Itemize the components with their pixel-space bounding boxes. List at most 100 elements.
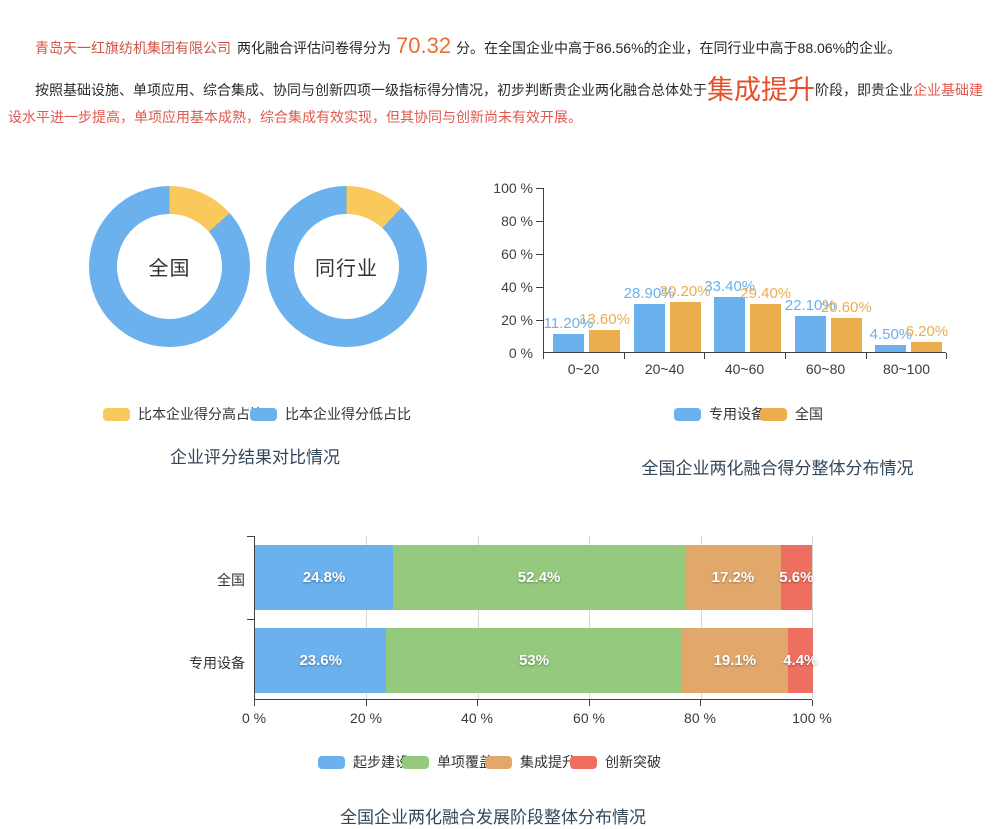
donut-hole: 全国	[117, 214, 222, 319]
gridline	[366, 536, 368, 699]
y-axis-label: 40 %	[501, 279, 533, 295]
donut-chart-industry: 同行业	[266, 186, 427, 347]
y-axis-tick	[536, 221, 543, 222]
x-axis-tick	[785, 353, 786, 359]
x-axis-tick	[624, 353, 625, 359]
bar-value-label: 30.20%	[659, 283, 711, 301]
y-axis-tick	[536, 320, 543, 321]
legend-label: 比本企业得分高占比	[138, 406, 264, 422]
bar-value-label: 28.90%	[623, 285, 675, 303]
donut-chart-national: 全国	[89, 186, 250, 347]
segment-集成提升: 17.2%	[685, 545, 781, 610]
stacked-chart-title: 全国企业两化融合发展阶段整体分布情况	[340, 808, 646, 827]
bar-chart-title: 全国企业两化融合得分整体分布情况	[641, 459, 914, 478]
x-axis-label: 60 %	[573, 710, 605, 726]
bar-全国-20~40	[669, 302, 701, 352]
bar-value-label: 20.60%	[820, 299, 872, 317]
legend-label: 创新突破	[605, 754, 661, 770]
category-label-special-equipment: 专用设备	[189, 655, 245, 671]
stacked-legend-item-single-coverage[interactable]: 单项覆盖	[402, 754, 493, 770]
segment-value-label: 53%	[519, 652, 550, 669]
gridline	[812, 536, 813, 699]
donut-label-industry: 同行业	[315, 258, 378, 280]
bar-专用设备-40~60	[714, 296, 746, 352]
stacked-bar-专用设备: 23.6% 53% 19.1% 4.4%	[255, 628, 817, 693]
bar-value-label: 33.40%	[704, 277, 756, 295]
segment-集成提升: 19.1%	[681, 628, 789, 693]
legend-swatch-yellow	[103, 407, 130, 421]
legend-swatch-green	[402, 755, 429, 769]
stacked-legend-item-integration[interactable]: 集成提升	[485, 754, 576, 770]
bar-专用设备-20~40	[633, 304, 665, 352]
y-axis-tick	[536, 254, 543, 255]
stacked-legend-item-initial[interactable]: 起步建设	[318, 754, 409, 770]
bar-value-label: 29.40%	[740, 284, 792, 302]
stacked-legend-item-innovation[interactable]: 创新突破	[570, 754, 661, 770]
legend-swatch-blue	[318, 755, 345, 769]
bar-value-label: 22.10%	[784, 296, 836, 314]
bar-专用设备-80~100	[875, 344, 907, 352]
legend-label: 比本企业得分低占比	[285, 406, 411, 422]
company-name: 青岛天一红旗纺机集团有限公司	[35, 40, 231, 56]
legend-swatch-red	[570, 755, 597, 769]
legend-label: 起步建设	[353, 754, 409, 770]
y-axis-label: 100 %	[493, 180, 533, 196]
segment-value-label: 19.1%	[713, 652, 757, 669]
segment-创新突破: 5.6%	[779, 545, 814, 610]
segment-value-label: 52.4%	[517, 569, 561, 586]
bar-全国-0~20	[589, 329, 620, 352]
gridline	[477, 536, 479, 699]
bar-value-label: 13.60%	[579, 310, 630, 328]
stage-detail: 企业基础建设水平进一步提高，单项应用基本成熟，综合集成有效实现，但其协同与创新尚…	[8, 82, 983, 125]
bar-legend-item-national[interactable]: 全国	[760, 406, 823, 422]
y-axis-label: 20 %	[501, 312, 533, 328]
legend-label: 全国	[795, 406, 823, 422]
x-axis-label: 60~80	[805, 361, 846, 377]
y-axis-label: 60 %	[501, 246, 533, 262]
stage-mid: 阶段，即贵企业	[815, 82, 913, 98]
segment-value-label: 24.8%	[302, 569, 346, 586]
y-axis-label: 0 %	[508, 345, 533, 361]
x-axis-label: 100 %	[792, 710, 832, 726]
x-axis-tick	[543, 353, 544, 359]
segment-单项覆盖: 53%	[386, 628, 682, 693]
bar-全国-80~100	[911, 341, 943, 352]
pie-chart-title: 企业评分结果对比情况	[170, 448, 340, 467]
summary-paragraph: 青岛天一红旗纺机集团有限公司 两化融合评估问卷得分为 70.32 分。在全国企业中高于…	[8, 34, 987, 60]
y-axis-tick	[536, 287, 543, 288]
stage-distribution-stacked-chart: 24.8% 52.4% 17.2% 5.6% 23.6% 53% 19.1% 4.4%	[254, 536, 817, 700]
y-axis-tick	[536, 188, 543, 189]
x-axis-tick	[704, 353, 705, 359]
bar-value-label: 6.20%	[905, 322, 949, 340]
bar-value-label: 11.20%	[543, 314, 594, 332]
donut-hole: 同行业	[294, 214, 399, 319]
segment-起步建设: 24.8%	[255, 545, 394, 610]
x-axis-label: 20~40	[644, 361, 685, 377]
pie-legend-item-low[interactable]: 比本企业得分低占比	[250, 406, 411, 422]
x-axis-tick	[700, 700, 701, 706]
x-axis-label: 40 %	[461, 710, 493, 726]
x-axis-tick	[366, 700, 367, 706]
bar-value-label: 4.50%	[869, 325, 913, 343]
score-comparison: 在全国企业中高于86.56%的企业，在同行业中高于88.06%的企业。	[484, 40, 902, 56]
x-axis-label: 80~100	[882, 361, 931, 377]
bar-legend-item-special-equipment[interactable]: 专用设备	[674, 406, 765, 422]
segment-起步建设: 23.6%	[255, 628, 387, 693]
score-distribution-bar-chart: 11.20% 13.60% 28.90% 30.20% 33.40% 29.40% 22.1…	[543, 188, 949, 353]
category-label-national: 全国	[217, 572, 245, 588]
segment-value-label: 17.2%	[711, 569, 755, 586]
stage-intro: 按照基础设施、单项应用、综合集成、协同与创新四项一级指标得分情况，初步判断贵企业…	[35, 82, 707, 98]
legend-label: 专用设备	[709, 406, 765, 422]
pie-legend-item-high[interactable]: 比本企业得分高占比	[103, 406, 264, 422]
bar-专用设备-60~80	[794, 315, 826, 352]
legend-swatch-orange	[760, 407, 787, 421]
x-axis-tick	[254, 700, 255, 706]
score-prefix: 两化融合评估问卷得分为	[237, 40, 391, 56]
category-axis-tick	[247, 619, 254, 620]
legend-swatch-blue	[674, 407, 701, 421]
x-axis-label: 0~20	[567, 361, 600, 377]
segment-单项覆盖: 52.4%	[393, 545, 685, 610]
legend-swatch-tan	[485, 755, 512, 769]
legend-swatch-blue	[250, 407, 277, 421]
